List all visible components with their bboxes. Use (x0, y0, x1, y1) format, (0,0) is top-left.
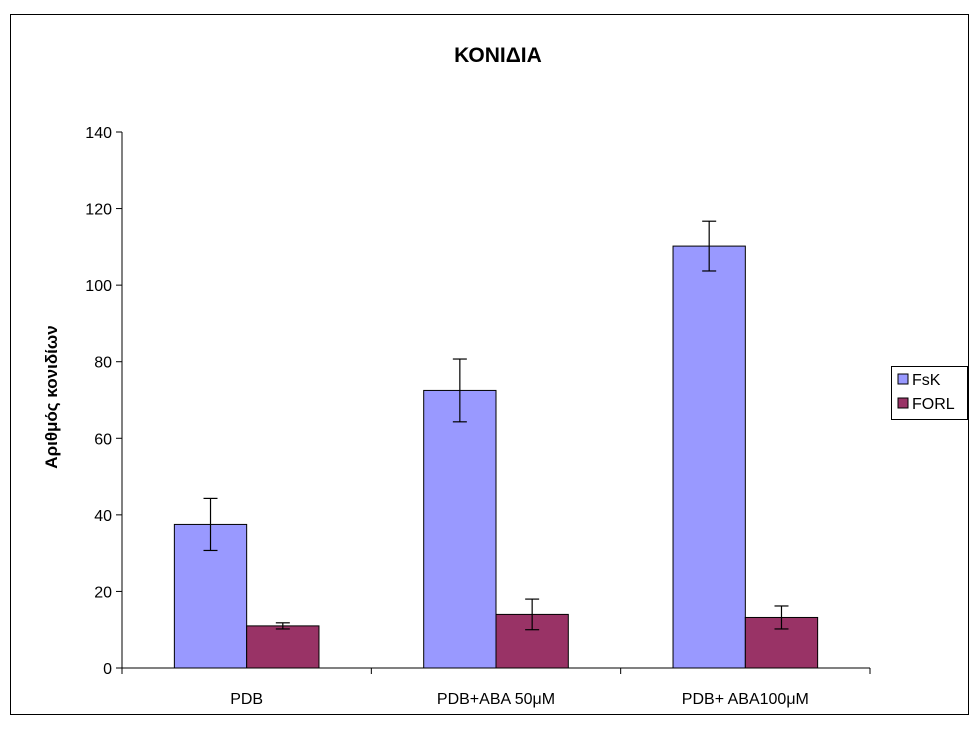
x-tick-label: PDB+ABA 50μM (437, 691, 555, 708)
y-tick-label: 60 (94, 431, 112, 448)
legend-swatch-fsk (897, 373, 909, 385)
legend-swatch-forl (897, 397, 909, 409)
y-axis: 0 20 40 60 80 100 120 140 (85, 125, 123, 678)
y-axis-label: Αριθμός κονιδίων (42, 325, 61, 468)
y-tick-label: 40 (94, 508, 112, 525)
x-tick-label: PDB+ ABA100μM (682, 691, 809, 708)
error-bars (203, 220, 789, 631)
y-tick-label: 80 (94, 355, 112, 372)
bar-fsk (423, 389, 497, 669)
legend: FsK FORL (891, 366, 968, 420)
legend-label-forl: FORL (912, 396, 955, 413)
bars (173, 245, 819, 669)
y-tick-label: 20 (94, 584, 112, 601)
y-tick-label: 100 (85, 278, 112, 295)
y-tick-label: 120 (85, 202, 112, 219)
bar-fsk (672, 245, 746, 669)
y-tick-label: 140 (85, 125, 112, 142)
bar-forl (246, 625, 320, 669)
chart-title: ΚΟΝΙΔΙΑ (454, 44, 542, 67)
legend-label-fsk: FsK (912, 372, 941, 389)
x-tick-label: PDB (230, 691, 263, 708)
y-tick-label: 0 (103, 661, 112, 678)
